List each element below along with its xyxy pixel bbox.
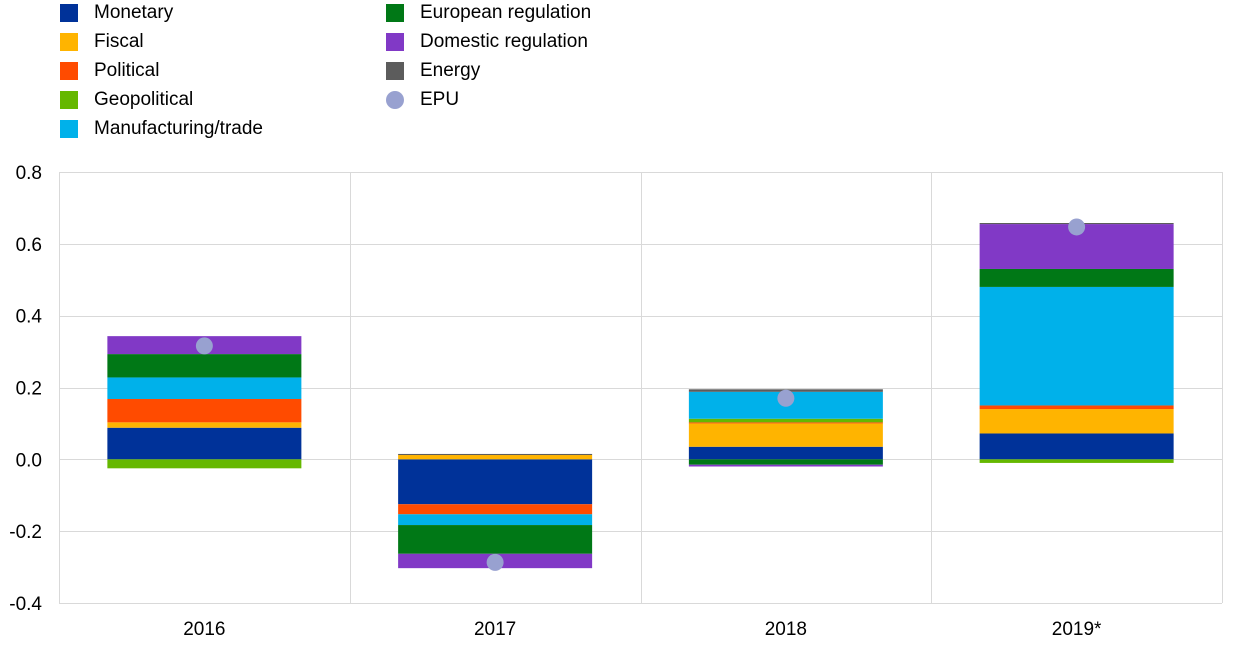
legend-item-epu: EPU bbox=[386, 88, 459, 112]
epu-dot bbox=[195, 337, 213, 355]
legend-label-monetary: Monetary bbox=[94, 2, 174, 23]
y-tick-label: 0.2 bbox=[16, 379, 42, 400]
bar-segment bbox=[979, 433, 1174, 460]
x-tick-label: 2018 bbox=[765, 619, 807, 640]
legend-item-monetary: Monetary bbox=[60, 1, 173, 25]
legend-item-european-regulation: European regulation bbox=[386, 1, 591, 25]
epu-dot bbox=[1068, 218, 1086, 236]
legend-label-domestic-regulation: Domestic regulation bbox=[420, 31, 588, 52]
legend-item-domestic-regulation: Domestic regulation bbox=[386, 30, 588, 54]
legend-swatch-manufacturing-trade bbox=[60, 120, 78, 138]
epu-markers bbox=[195, 218, 1086, 571]
bar-segment bbox=[107, 354, 302, 378]
epu-dot bbox=[486, 553, 504, 571]
bar-segment bbox=[398, 514, 593, 526]
legend-label-epu: EPU bbox=[420, 89, 460, 110]
x-tick-label: 2017 bbox=[474, 619, 516, 640]
legend-item-political: Political bbox=[60, 59, 159, 83]
x-tick-label: 2019* bbox=[1052, 619, 1102, 640]
bar-stacks bbox=[107, 223, 1174, 569]
legend-swatch-fiscal bbox=[60, 33, 78, 51]
bar-segment bbox=[398, 455, 593, 460]
legend-dot-epu bbox=[386, 91, 404, 109]
legend-item-energy: Energy bbox=[386, 59, 480, 83]
y-tick-label: 0.8 bbox=[16, 163, 42, 184]
bar-segment bbox=[107, 459, 302, 469]
legend-swatch-geopolitical bbox=[60, 91, 78, 109]
legend-label-geopolitical: Geopolitical bbox=[94, 89, 194, 110]
legend-item-manufacturing-trade: Manufacturing/trade bbox=[60, 117, 263, 141]
bar-segment bbox=[398, 459, 593, 505]
bar-segment bbox=[979, 459, 1174, 463]
legend-swatch-political bbox=[60, 62, 78, 80]
bar-segment bbox=[107, 377, 302, 399]
legend-label-fiscal: Fiscal bbox=[94, 31, 144, 52]
legend-swatch-energy bbox=[386, 62, 404, 80]
legend-swatch-monetary bbox=[60, 4, 78, 22]
bar-segment bbox=[688, 423, 883, 447]
bar-segment bbox=[979, 405, 1174, 410]
bar-segment bbox=[979, 286, 1174, 406]
epu-dot bbox=[777, 389, 795, 407]
y-tick-label: -0.4 bbox=[9, 594, 42, 615]
bar-segment bbox=[688, 446, 883, 460]
legend-swatch-domestic-regulation bbox=[386, 33, 404, 51]
legend-label-political: Political bbox=[94, 60, 160, 81]
legend-label-manufacturing-trade: Manufacturing/trade bbox=[94, 118, 263, 139]
bar-segment bbox=[107, 427, 302, 460]
y-tick-label: -0.2 bbox=[9, 522, 42, 543]
x-tick-label: 2016 bbox=[183, 619, 225, 640]
bar-segment bbox=[398, 504, 593, 515]
bar-segment bbox=[398, 525, 593, 554]
legend-item-fiscal: Fiscal bbox=[60, 30, 144, 54]
bar-segment bbox=[688, 464, 883, 467]
x-axis: 2016 2017 2018 2019* bbox=[183, 619, 1102, 640]
legend: Monetary Fiscal Political Geopolitical M… bbox=[0, 0, 1240, 150]
legend-item-geopolitical: Geopolitical bbox=[60, 88, 193, 112]
bar-segment bbox=[398, 453, 593, 456]
bar-segment bbox=[979, 409, 1174, 434]
bar-segment bbox=[688, 418, 883, 423]
bar-segment bbox=[688, 422, 883, 424]
y-tick-label: 0.6 bbox=[16, 235, 42, 256]
y-tick-label: 0.4 bbox=[16, 307, 43, 328]
bar-segment bbox=[107, 398, 302, 423]
y-axis: -0.4 -0.2 0.0 0.2 0.4 0.6 0.8 bbox=[9, 163, 42, 615]
legend-label-european-regulation: European regulation bbox=[420, 2, 592, 23]
legend-label-energy: Energy bbox=[420, 60, 481, 81]
bar-segment bbox=[107, 422, 302, 428]
bar-segment bbox=[688, 459, 883, 465]
bar-segment bbox=[979, 268, 1174, 287]
y-tick-label: 0.0 bbox=[16, 450, 42, 471]
legend-swatch-european-regulation bbox=[386, 4, 404, 22]
